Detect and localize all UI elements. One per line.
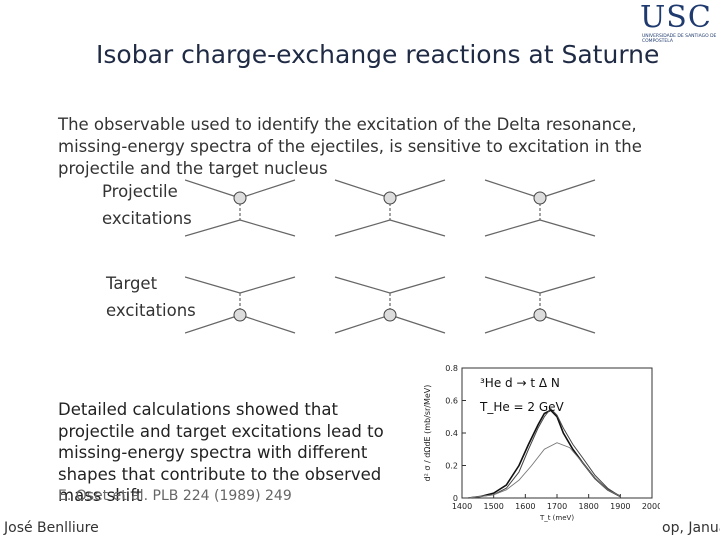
x-tick-label: 1900 — [610, 502, 630, 511]
university-logo: USC UNIVERSIDADE DE SANTIAGO DE COMPOSTE… — [640, 2, 718, 50]
author: José Benlliure — [4, 520, 99, 536]
series-line-2 — [468, 407, 621, 499]
target-label-line2: excitations — [106, 301, 196, 320]
y-tick-label: 0.4 — [445, 429, 458, 438]
reaction-annotation: ³He d → t Δ N — [480, 376, 560, 390]
x-tick-label: 1600 — [515, 502, 535, 511]
footer-event: op, Janua — [662, 520, 720, 536]
x-tick-label: 2000 — [642, 502, 660, 511]
target-label-line1: Target — [106, 274, 158, 293]
x-tick-label: 1800 — [578, 502, 598, 511]
missing-energy-plot: 1400 1500 1600 1700 1800 1900 2000 0 0.2 0.4 0.6 0.… — [420, 362, 660, 522]
series-line-3 — [468, 442, 621, 499]
x-tick-label: 1400 — [452, 502, 472, 511]
citation: E. Oset et al. PLB 224 (1989) 249 — [58, 488, 292, 504]
detail-text: Detailed calculations showed that projec… — [58, 400, 384, 505]
y-tick-label: 0.6 — [445, 397, 458, 406]
y-axis-label: d² σ / dΩdE (mb/sr/MeV) — [423, 385, 432, 482]
x-tick-label: 1700 — [547, 502, 567, 511]
target-label: Target excitations — [106, 270, 196, 324]
y-tick-label: 0 — [453, 494, 458, 503]
projectile-label-line2: excitations — [102, 209, 192, 228]
logo-text: USC — [640, 0, 712, 35]
projectile-diagrams — [185, 179, 596, 237]
target-diagrams — [185, 276, 596, 334]
projectile-label-line1: Projectile — [102, 182, 178, 201]
slide-title: Isobar charge-exchange reactions at Satu… — [96, 40, 660, 69]
energy-annotation: T_He = 2 GeV — [480, 400, 564, 414]
y-tick-label: 0.2 — [445, 462, 458, 471]
logo-subtitle: UNIVERSIDADE DE SANTIAGO DE COMPOSTELA — [642, 34, 717, 44]
y-tick-label: 0.8 — [445, 364, 458, 373]
projectile-label: Projectile excitations — [102, 178, 192, 232]
x-axis-label: T_t (meV) — [539, 514, 574, 522]
x-tick-label: 1500 — [483, 502, 503, 511]
intro-text: The observable used to identify the exci… — [58, 115, 642, 178]
